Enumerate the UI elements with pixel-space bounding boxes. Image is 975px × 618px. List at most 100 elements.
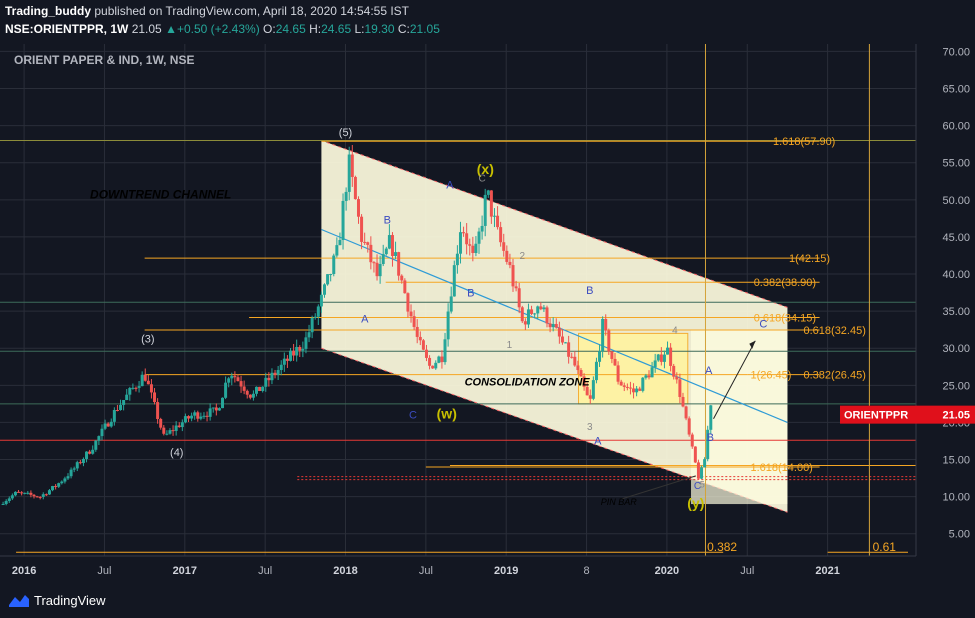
brand-name[interactable]: TradingView	[34, 593, 106, 608]
candle-body	[514, 286, 518, 289]
candle-body	[251, 393, 255, 398]
candle-body	[452, 265, 456, 297]
candle-body	[112, 410, 116, 422]
candle-body	[239, 381, 243, 387]
candle-body	[415, 326, 419, 337]
price-chart[interactable]: 1.618(57.90) 1(42.15) 0.382(38.90) 0.618(34…	[0, 44, 975, 584]
chart-annotation: (w)	[437, 406, 457, 422]
candle-body	[134, 387, 138, 389]
candle-body	[137, 386, 141, 388]
y-tick-label: 40.00	[942, 269, 970, 281]
close-label: C:	[397, 22, 410, 36]
chart-annotation: (3)	[141, 333, 154, 345]
candle-body	[625, 386, 629, 388]
candle-body	[641, 377, 645, 391]
candle-body	[75, 462, 79, 469]
candle-body	[560, 336, 564, 343]
candle-body	[20, 492, 24, 494]
candle-body	[406, 293, 410, 312]
candle-body	[261, 386, 265, 392]
candle-body	[285, 358, 289, 361]
candle-body	[468, 244, 472, 246]
candle-body	[233, 375, 237, 378]
close-value: 21.05	[409, 22, 440, 36]
candle-body	[63, 478, 67, 482]
chart-annotation: 3	[587, 422, 593, 433]
x-tick-label: 2021	[815, 565, 839, 577]
y-tick-label: 50.00	[942, 195, 970, 207]
high-value: 24.65	[321, 22, 352, 36]
candle-body	[523, 321, 527, 325]
price-change: +0.50 (+2.43%)	[176, 22, 260, 36]
candle-body	[32, 494, 36, 497]
chart-annotation: B	[707, 432, 714, 444]
candle-body	[119, 404, 123, 411]
candle-body	[483, 194, 487, 226]
candle-body	[81, 458, 85, 464]
candle-body	[242, 386, 246, 391]
candle-body	[502, 242, 506, 251]
candle-body	[183, 416, 187, 423]
x-tick-label: Jul	[258, 565, 272, 577]
open-label: O:	[263, 22, 276, 36]
chart-header: Trading_buddy published on TradingView.c…	[0, 0, 975, 44]
price-tag-symbol: ORIENTPPR	[844, 410, 908, 422]
candle-body	[564, 342, 568, 344]
chart-annotation: B	[586, 285, 593, 297]
candle-body	[335, 245, 339, 256]
candle-body	[616, 365, 620, 382]
chart-annotation: 2	[519, 251, 525, 262]
candle-body	[384, 248, 388, 255]
candle-body	[434, 362, 438, 369]
candle-body	[539, 306, 543, 310]
candle-body	[159, 418, 163, 428]
pin-bar-pointer-line	[621, 475, 696, 500]
fib-level-label: 1(42.15)	[789, 253, 830, 265]
candle-body	[706, 429, 710, 460]
x-tick-label: 2018	[333, 565, 357, 577]
x-axis-background	[0, 556, 975, 584]
high-label: H:	[309, 22, 322, 36]
price-tag[interactable]	[840, 405, 975, 424]
tradingview-logo-icon[interactable]	[8, 592, 30, 608]
candle-body	[576, 365, 580, 371]
candle-body	[217, 408, 221, 411]
candle-body	[13, 491, 17, 496]
candle-body	[635, 388, 639, 393]
fib-level-label: 0.618(34.15)	[754, 312, 816, 324]
candle-body	[47, 490, 51, 495]
x-tick-label: 8	[583, 565, 589, 577]
candle-body	[486, 190, 490, 195]
candle-body	[455, 253, 459, 266]
plot-area: 1.618(57.90) 1(42.15) 0.382(38.90) 0.618(34…	[0, 44, 916, 556]
candle-body	[29, 492, 33, 495]
candle-body	[41, 494, 45, 497]
candle-body	[199, 416, 203, 419]
candle-body	[168, 430, 172, 434]
chart-annotation: 4	[672, 325, 678, 336]
symbol-label[interactable]: NSE:ORIENTPPR, 1W	[5, 22, 129, 36]
candle-body	[190, 415, 194, 419]
candle-body	[684, 406, 688, 419]
x-tick-label: Jul	[740, 565, 754, 577]
candle-body	[496, 215, 500, 228]
candle-body	[369, 244, 373, 263]
candle-body	[656, 354, 660, 361]
candle-body	[471, 245, 475, 253]
x-tick-label: 2019	[494, 565, 518, 577]
candle-body	[666, 347, 670, 355]
author-name[interactable]: Trading_buddy	[5, 4, 92, 18]
candle-body	[322, 284, 326, 295]
candle-body	[669, 347, 673, 366]
candle-body	[437, 356, 441, 363]
candle-body	[292, 350, 296, 356]
candle-body	[288, 350, 292, 361]
candle-body	[412, 316, 416, 327]
candle-body	[100, 428, 104, 437]
candle-body	[672, 365, 676, 377]
candle-body	[125, 394, 129, 400]
candle-body	[319, 294, 323, 307]
x-tick-label: 2017	[173, 565, 197, 577]
chart-annotation: (x)	[477, 161, 494, 177]
candle-body	[632, 388, 636, 393]
